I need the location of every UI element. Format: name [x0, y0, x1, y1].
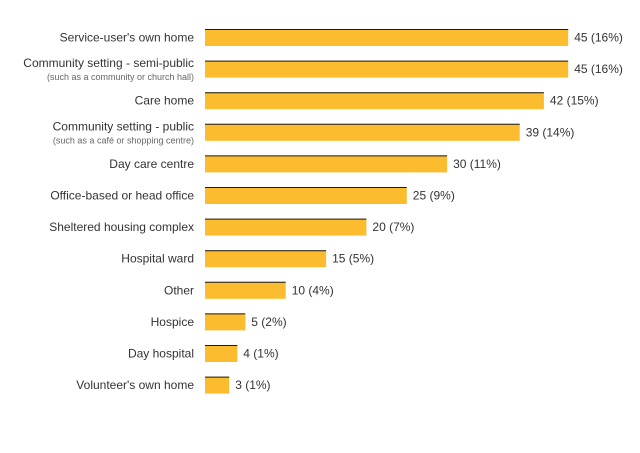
value-label: 25 (9%) [413, 189, 455, 203]
category-label: Service-user's own home [60, 31, 195, 45]
bar-row: Community setting - semi-public (such as … [23, 56, 623, 82]
category-label: Office-based or head office [50, 189, 194, 203]
bar [205, 155, 448, 173]
category-label: Volunteer's own home [76, 378, 194, 392]
category-sublabel: (such as a café or shopping centre) [53, 135, 194, 145]
category-label: Hospital ward [121, 252, 194, 266]
bar-row: Community setting - public (such as a caf… [53, 119, 575, 145]
category-label: Community setting - semi-public [23, 56, 194, 70]
value-label: 4 (1%) [243, 347, 278, 361]
value-label: 30 (11%) [453, 157, 501, 171]
bar-row: Sheltered housing complex 20 (7%) [49, 218, 414, 236]
bar [205, 345, 238, 362]
bar [205, 123, 520, 141]
value-label: 20 (7%) [372, 220, 414, 234]
bar [205, 250, 327, 268]
value-label: 5 (2%) [251, 315, 286, 329]
bar-row: Hospital ward 15 (5%) [121, 250, 374, 268]
category-label: Sheltered housing complex [49, 220, 194, 234]
value-label: 39 (14%) [526, 125, 575, 139]
value-label: 42 (15%) [550, 94, 599, 108]
category-label: Community setting - public [53, 119, 194, 133]
bar-row: Care home 42 (15%) [135, 92, 599, 110]
value-label: 45 (16%) [574, 62, 623, 76]
bar [205, 376, 230, 394]
bar [205, 29, 569, 46]
bar-row: Volunteer's own home 3 (1%) [76, 376, 271, 394]
category-sublabel: (such as a community or church hall) [47, 72, 194, 82]
category-label: Care home [135, 94, 195, 108]
bar [205, 281, 286, 299]
category-label: Other [164, 283, 194, 297]
value-label: 15 (5%) [332, 252, 374, 266]
value-label: 45 (16%) [574, 31, 623, 45]
bars-layer: Service-user's own home 45 (16%)Community… [23, 29, 623, 394]
bar [205, 60, 569, 78]
bar [205, 313, 246, 331]
bar-row: Day care centre 30 (11%) [109, 155, 501, 173]
bar-row: Hospice 5 (2%) [151, 313, 287, 331]
bar-row: Other 10 (4%) [164, 281, 334, 299]
category-label: Day hospital [128, 347, 194, 361]
bar [205, 187, 407, 204]
bar-row: Office-based or head office 25 (9%) [50, 187, 455, 204]
category-label: Hospice [151, 315, 195, 329]
bar-row: Day hospital 4 (1%) [128, 345, 279, 362]
value-label: 3 (1%) [235, 378, 270, 392]
bar [205, 218, 367, 236]
bar [205, 92, 544, 110]
category-label: Day care centre [109, 157, 194, 171]
value-label: 10 (4%) [292, 283, 334, 297]
bar-row: Service-user's own home 45 (16%) [60, 29, 623, 46]
